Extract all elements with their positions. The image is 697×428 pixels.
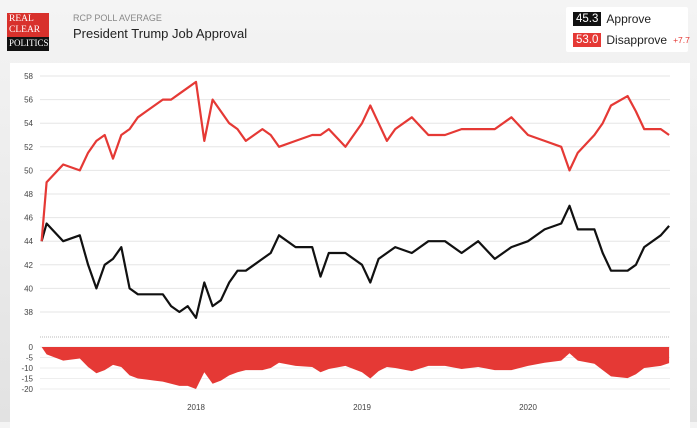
disapprove-line <box>40 80 670 242</box>
logo-real: REAL <box>9 14 34 24</box>
disapprove-label: Disapprove <box>606 33 668 47</box>
spread-tick-label: 0 <box>29 343 34 352</box>
rcp-logo: REAL CLEAR POLITICS <box>7 13 49 51</box>
approve-value: 45.3 <box>573 12 602 26</box>
x-tick-label: 2019 <box>353 403 371 412</box>
x-tick-label: 2020 <box>519 403 537 412</box>
approve-label: Approve <box>606 12 652 26</box>
page-title: President Trump Job Approval <box>73 26 248 41</box>
logo-clear: CLEAR <box>9 25 41 35</box>
y-tick-label: 44 <box>24 237 33 246</box>
y-tick-label: 56 <box>24 96 33 105</box>
logo-politics: POLITICS <box>9 38 49 48</box>
legend: 45.3 Approve 53.0 Disapprove +7.7 <box>566 7 690 52</box>
spread-tick-label: -5 <box>26 354 34 363</box>
disapprove-value: 53.0 <box>573 33 602 47</box>
approve-line <box>40 204 670 319</box>
legend-approve: 45.3 Approve <box>573 12 651 26</box>
y-tick-label: 38 <box>24 308 33 317</box>
spread-area <box>41 347 670 389</box>
spread-tick-label: -10 <box>21 364 33 373</box>
y-tick-label: 50 <box>24 166 33 175</box>
subtitle: RCP POLL AVERAGE <box>73 13 162 23</box>
y-tick-label: 48 <box>24 190 33 199</box>
x-tick-label: 2018 <box>187 403 205 412</box>
spread-tick-label: -15 <box>21 375 33 384</box>
y-tick-label: 42 <box>24 261 33 270</box>
spread-value: +7.7 <box>673 35 690 45</box>
y-tick-label: 54 <box>24 119 33 128</box>
y-tick-label: 46 <box>24 214 33 223</box>
legend-disapprove: 53.0 Disapprove +7.7 <box>573 33 690 47</box>
spread-tick-label: -20 <box>21 385 33 394</box>
y-tick-label: 40 <box>24 284 33 293</box>
y-tick-label: 58 <box>24 72 33 81</box>
y-tick-label: 52 <box>24 143 33 152</box>
